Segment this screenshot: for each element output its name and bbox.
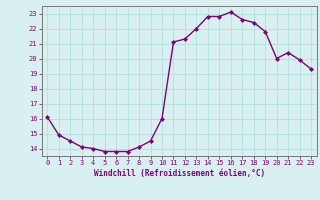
X-axis label: Windchill (Refroidissement éolien,°C): Windchill (Refroidissement éolien,°C) xyxy=(94,169,265,178)
